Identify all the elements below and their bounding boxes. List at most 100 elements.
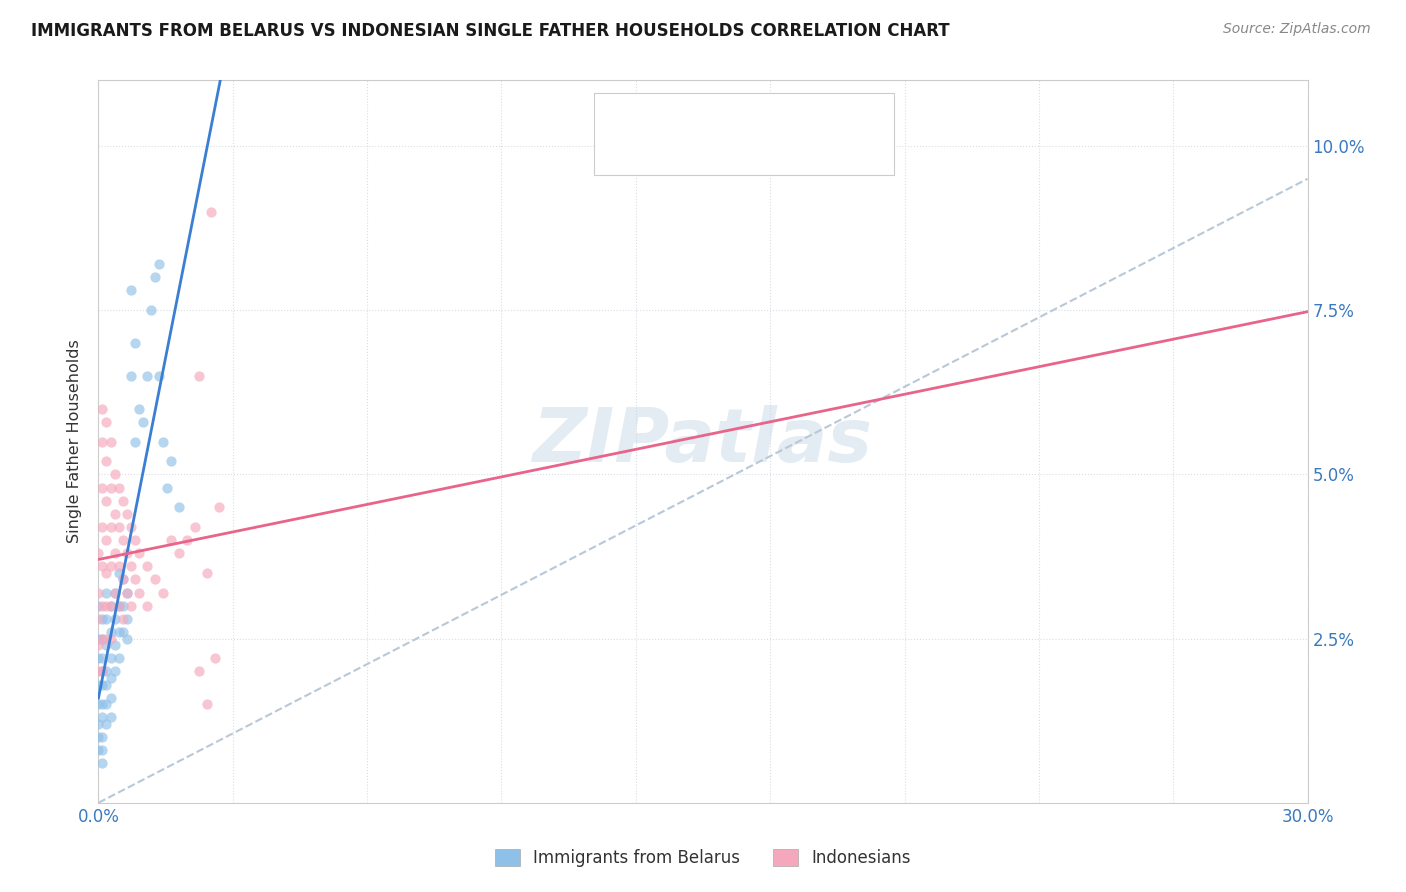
- Point: [152, 434, 174, 449]
- Point: [100, 651, 122, 665]
- Point: [103, 638, 125, 652]
- Point: [87, 612, 110, 626]
- Point: [143, 573, 166, 587]
- Point: [115, 546, 138, 560]
- Point: [208, 500, 231, 515]
- Point: [96, 533, 118, 547]
- Point: [87, 638, 110, 652]
- Text: 60: 60: [817, 103, 839, 122]
- Point: [156, 481, 179, 495]
- Point: [91, 559, 114, 574]
- Point: [91, 632, 114, 646]
- Point: [107, 599, 129, 613]
- Point: [188, 368, 211, 383]
- Point: [128, 401, 150, 416]
- Point: [91, 665, 114, 679]
- Point: [188, 665, 211, 679]
- Point: [96, 599, 118, 613]
- Point: [120, 599, 142, 613]
- Point: [128, 546, 150, 560]
- Point: [107, 599, 129, 613]
- Point: [91, 756, 114, 771]
- Point: [100, 710, 122, 724]
- Point: [96, 698, 118, 712]
- Point: [87, 743, 110, 757]
- Point: [87, 677, 110, 691]
- Point: [103, 546, 125, 560]
- Point: [96, 493, 118, 508]
- Point: [107, 651, 129, 665]
- Point: [152, 585, 174, 599]
- Point: [87, 585, 110, 599]
- Point: [135, 599, 157, 613]
- Point: [115, 507, 138, 521]
- Point: [184, 520, 207, 534]
- Text: N =: N =: [770, 103, 810, 122]
- Point: [111, 573, 134, 587]
- Point: [200, 204, 222, 219]
- Bar: [603, 139, 634, 169]
- Point: [100, 690, 122, 705]
- Point: [111, 533, 134, 547]
- Point: [87, 730, 110, 744]
- Point: [139, 303, 162, 318]
- Point: [195, 566, 218, 580]
- Text: IMMIGRANTS FROM BELARUS VS INDONESIAN SINGLE FATHER HOUSEHOLDS CORRELATION CHART: IMMIGRANTS FROM BELARUS VS INDONESIAN SI…: [31, 22, 949, 40]
- Point: [96, 665, 118, 679]
- Point: [128, 585, 150, 599]
- Point: [111, 573, 134, 587]
- Point: [160, 454, 183, 468]
- Point: [176, 533, 198, 547]
- Point: [103, 665, 125, 679]
- Point: [100, 625, 122, 640]
- Point: [148, 257, 170, 271]
- Point: [91, 481, 114, 495]
- Point: [111, 612, 134, 626]
- Point: [91, 401, 114, 416]
- Text: 63: 63: [817, 144, 839, 162]
- Point: [124, 434, 146, 449]
- Point: [143, 270, 166, 285]
- Point: [111, 493, 134, 508]
- Point: [96, 717, 118, 731]
- Point: [91, 612, 114, 626]
- Point: [87, 546, 110, 560]
- Point: [91, 651, 114, 665]
- Point: [91, 710, 114, 724]
- Point: [100, 481, 122, 495]
- Point: [96, 612, 118, 626]
- Point: [100, 599, 122, 613]
- Point: [91, 730, 114, 744]
- Point: [103, 585, 125, 599]
- Point: [96, 566, 118, 580]
- Point: [91, 665, 114, 679]
- Point: [96, 632, 118, 646]
- Point: [107, 566, 129, 580]
- Point: [96, 454, 118, 468]
- Point: [135, 559, 157, 574]
- Point: [96, 585, 118, 599]
- Point: [148, 368, 170, 383]
- Point: [91, 743, 114, 757]
- Point: [100, 520, 122, 534]
- Point: [124, 336, 146, 351]
- Point: [87, 665, 110, 679]
- Legend: Immigrants from Belarus, Indonesians: Immigrants from Belarus, Indonesians: [488, 842, 918, 874]
- Point: [120, 368, 142, 383]
- Point: [107, 520, 129, 534]
- Point: [115, 585, 138, 599]
- Point: [167, 546, 190, 560]
- Point: [91, 698, 114, 712]
- Point: [195, 698, 218, 712]
- Point: [204, 651, 226, 665]
- Point: [115, 612, 138, 626]
- Point: [124, 533, 146, 547]
- Point: [120, 559, 142, 574]
- Point: [120, 284, 142, 298]
- Point: [100, 599, 122, 613]
- Point: [100, 434, 122, 449]
- Point: [167, 500, 190, 515]
- Point: [132, 415, 155, 429]
- Point: [115, 632, 138, 646]
- Y-axis label: Single Father Households: Single Father Households: [67, 340, 83, 543]
